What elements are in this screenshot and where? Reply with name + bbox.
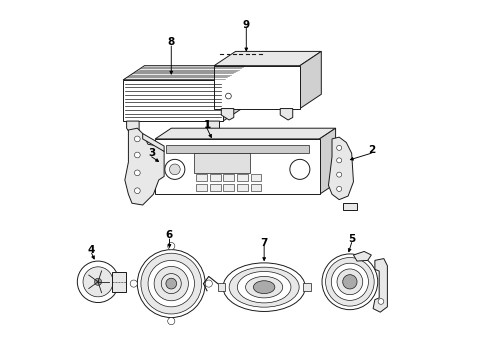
- Polygon shape: [221, 109, 233, 120]
- Bar: [214, 66, 299, 109]
- Polygon shape: [319, 128, 335, 194]
- Polygon shape: [124, 128, 164, 205]
- Polygon shape: [342, 203, 356, 210]
- Polygon shape: [353, 251, 370, 261]
- Circle shape: [164, 159, 184, 179]
- Text: 8: 8: [167, 37, 175, 48]
- Bar: [123, 80, 223, 121]
- Circle shape: [331, 263, 367, 300]
- Circle shape: [167, 243, 175, 249]
- Text: 5: 5: [347, 234, 355, 244]
- Text: 4: 4: [88, 245, 95, 255]
- Text: 7: 7: [260, 238, 267, 248]
- Circle shape: [205, 280, 212, 287]
- Bar: [223, 184, 234, 192]
- Circle shape: [336, 269, 362, 295]
- Bar: [217, 283, 224, 291]
- Polygon shape: [372, 258, 386, 312]
- Bar: [303, 283, 310, 291]
- Polygon shape: [299, 51, 321, 109]
- Circle shape: [94, 278, 102, 285]
- Circle shape: [325, 257, 373, 306]
- Bar: [223, 174, 234, 181]
- Circle shape: [148, 260, 194, 307]
- Circle shape: [169, 164, 180, 175]
- Circle shape: [130, 280, 137, 287]
- Polygon shape: [142, 134, 164, 152]
- Bar: [194, 153, 249, 173]
- Circle shape: [336, 145, 341, 150]
- Text: 6: 6: [165, 230, 173, 240]
- Bar: [250, 174, 261, 181]
- Text: 2: 2: [367, 145, 374, 155]
- Circle shape: [167, 318, 175, 325]
- Ellipse shape: [237, 271, 290, 303]
- Circle shape: [77, 261, 119, 302]
- Circle shape: [134, 188, 140, 194]
- Ellipse shape: [245, 276, 282, 298]
- Circle shape: [83, 267, 113, 297]
- Text: 9: 9: [242, 19, 249, 30]
- Bar: [209, 184, 220, 192]
- Ellipse shape: [223, 263, 305, 311]
- Ellipse shape: [229, 267, 299, 307]
- Circle shape: [137, 249, 205, 318]
- Circle shape: [141, 253, 201, 314]
- Circle shape: [336, 158, 341, 163]
- Ellipse shape: [253, 281, 274, 294]
- Bar: [209, 174, 220, 181]
- Bar: [155, 139, 319, 194]
- Bar: [196, 174, 206, 181]
- Circle shape: [322, 254, 377, 310]
- Polygon shape: [126, 121, 139, 135]
- Circle shape: [161, 274, 181, 294]
- Circle shape: [134, 152, 140, 158]
- Circle shape: [377, 298, 383, 304]
- Polygon shape: [280, 109, 292, 120]
- Bar: [111, 272, 125, 292]
- Polygon shape: [155, 128, 335, 139]
- Bar: [196, 184, 206, 192]
- Circle shape: [165, 278, 176, 289]
- Polygon shape: [223, 66, 244, 121]
- Circle shape: [336, 186, 341, 192]
- Polygon shape: [206, 121, 219, 135]
- Bar: [237, 174, 247, 181]
- Bar: [250, 184, 261, 192]
- Circle shape: [342, 275, 356, 289]
- Bar: [237, 184, 247, 192]
- Circle shape: [134, 170, 140, 176]
- Circle shape: [289, 159, 309, 179]
- Text: 1: 1: [203, 120, 210, 130]
- Polygon shape: [328, 137, 353, 200]
- Text: 3: 3: [148, 148, 155, 158]
- Circle shape: [336, 172, 341, 177]
- Bar: [165, 145, 308, 153]
- Circle shape: [134, 136, 140, 142]
- Polygon shape: [214, 51, 321, 66]
- Circle shape: [154, 266, 188, 301]
- Circle shape: [225, 93, 231, 99]
- Polygon shape: [123, 66, 244, 80]
